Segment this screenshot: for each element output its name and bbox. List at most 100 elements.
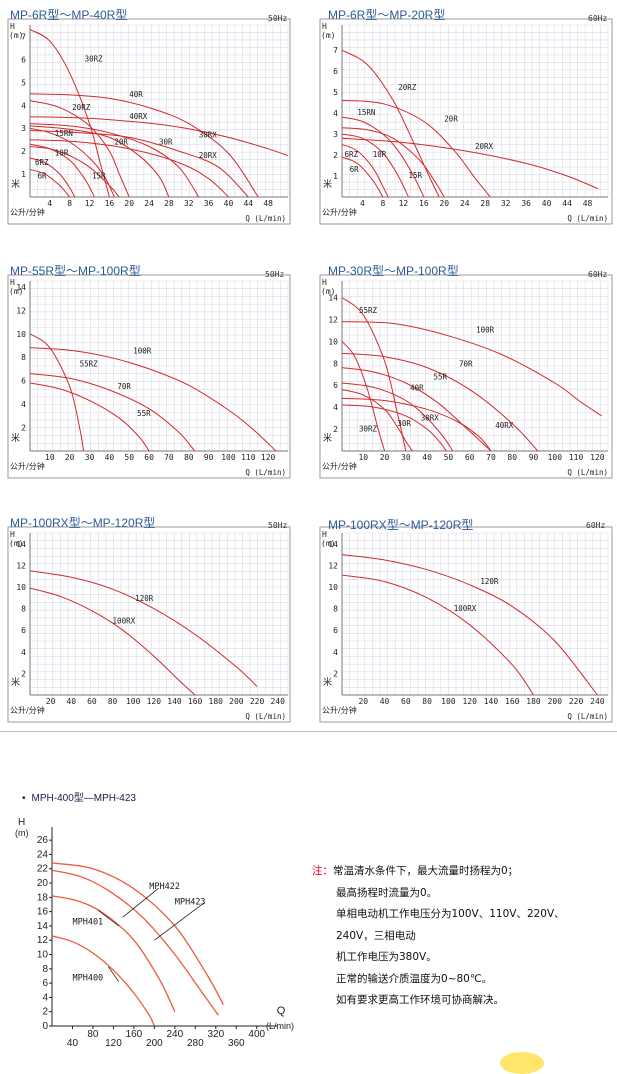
series-label: 100R xyxy=(133,347,152,356)
x-tick-label: 90 xyxy=(204,453,214,462)
x-axis-label: Q (L/min) xyxy=(245,214,286,223)
x-tick-label: 12 xyxy=(399,199,409,208)
x-tick-label: 40 xyxy=(422,453,432,462)
y-tick-label: 4 xyxy=(21,101,26,110)
x-tick-label: 240 xyxy=(167,1029,184,1040)
y-axis-unit: (m) xyxy=(9,31,23,40)
series-10r-line xyxy=(30,143,95,197)
y-axis-label: H xyxy=(10,530,15,539)
x-tick-label: 4 xyxy=(360,199,365,208)
x-tick-label: 28 xyxy=(164,199,174,208)
x-axis-unit-cn: 公升/分钟 xyxy=(10,705,45,715)
series-label: MPH401 xyxy=(72,917,103,927)
y-axis-unit: (m) xyxy=(321,31,335,40)
series-label: 55R xyxy=(434,373,448,382)
x-axis-unit-cn: 公升/分钟 xyxy=(322,207,357,217)
x-axis-label: Q (L/min) xyxy=(245,468,286,477)
x-tick-label: 24 xyxy=(460,199,470,208)
x-tick-label: 140 xyxy=(484,697,499,706)
x-tick-label: 28 xyxy=(480,199,490,208)
x-tick-label: 20 xyxy=(65,453,75,462)
series-label: 30R xyxy=(159,137,173,146)
y-axis-unit-cn: 米 xyxy=(323,676,332,688)
label-leader-line xyxy=(122,887,160,918)
decorative-sun-icon xyxy=(500,1052,544,1074)
series-label: 55R xyxy=(137,409,151,418)
x-tick-label: 320 xyxy=(207,1029,224,1040)
x-tick-label: 32 xyxy=(184,199,194,208)
x-tick-label: 80 xyxy=(87,1029,99,1040)
y-tick-label: 5 xyxy=(333,88,338,97)
y-tick-label: 1 xyxy=(333,172,338,181)
x-tick-label: 20 xyxy=(439,199,449,208)
series-label: 120R xyxy=(135,594,154,603)
x-tick-label: 280 xyxy=(187,1038,204,1049)
chart-frame xyxy=(319,18,613,225)
series-label: 55RZ xyxy=(359,306,378,315)
x-tick-label: 180 xyxy=(526,697,541,706)
y-axis-unit: (m) xyxy=(321,287,335,296)
y-tick-label: 4 xyxy=(333,648,338,657)
x-tick-label: 8 xyxy=(67,199,72,208)
x-axis-unit-cn: 公升/分钟 xyxy=(10,207,45,217)
series-30rx-line xyxy=(342,404,447,451)
y-tick-label: 20 xyxy=(37,878,49,889)
series-mph401-line xyxy=(52,895,176,1012)
series-6r-line xyxy=(342,156,384,197)
x-tick-label: 44 xyxy=(243,199,253,208)
x-axis-label: Q (L/min) xyxy=(567,712,608,721)
series-label: 10R xyxy=(55,149,69,158)
x-tick-label: 48 xyxy=(583,199,593,208)
x-tick-label: 20 xyxy=(380,453,390,462)
y-tick-label: 2 xyxy=(21,424,26,433)
x-tick-label: 200 xyxy=(548,697,563,706)
series-label: 120R xyxy=(480,577,499,586)
x-tick-label: 36 xyxy=(521,199,531,208)
series-mph400-line xyxy=(52,935,155,1026)
y-axis-unit: (m) xyxy=(9,287,23,296)
series-label: 15RN xyxy=(55,129,73,138)
notes-label: 注： xyxy=(312,865,333,877)
section-title-text: MPH-400型—MPH-423 xyxy=(31,793,136,804)
y-tick-label: 12 xyxy=(16,561,26,570)
x-tick-label: 100 xyxy=(126,697,141,706)
x-tick-label: 40 xyxy=(380,697,390,706)
y-tick-label: 8 xyxy=(21,353,26,362)
x-axis-label: Q xyxy=(277,1005,286,1017)
y-tick-label: 4 xyxy=(21,400,26,409)
chart-series xyxy=(52,862,225,1026)
y-tick-label: 14 xyxy=(37,921,49,932)
x-tick-label: 100 xyxy=(548,453,563,462)
chart-series xyxy=(342,554,598,695)
series-label: MPH400 xyxy=(72,973,103,983)
series-120r-line xyxy=(30,570,258,687)
panel-freq-6: 60Hz xyxy=(586,521,606,530)
series-20r-line xyxy=(30,125,170,197)
series-40r-line xyxy=(30,93,259,197)
x-tick-label: 90 xyxy=(529,453,539,462)
y-tick-label: 12 xyxy=(16,306,26,315)
y-axis-label: H xyxy=(10,278,15,287)
series-20rz-line xyxy=(30,100,130,197)
y-axis-unit: (m) xyxy=(15,828,29,838)
series-label: 100RX xyxy=(454,604,477,613)
x-tick-label: 8 xyxy=(381,199,386,208)
y-tick-label: 6 xyxy=(21,626,26,635)
x-tick-label: 70 xyxy=(486,453,496,462)
x-tick-label: 12 xyxy=(85,199,95,208)
series-mph423-line xyxy=(52,862,225,1005)
y-axis-unit-cn: 米 xyxy=(323,432,332,444)
series-55rz-line xyxy=(342,297,407,451)
series-label: 20RX xyxy=(199,151,218,160)
panel-title-2: MP-6R型～MP-20R型 xyxy=(328,8,446,22)
y-tick-label: 4 xyxy=(21,648,26,657)
x-tick-label: 24 xyxy=(144,199,154,208)
y-tick-label: 7 xyxy=(21,32,26,41)
x-axis-label: Q (L/min) xyxy=(245,712,286,721)
series-70r-line xyxy=(30,373,196,451)
x-axis-unit-cn: 公升/分钟 xyxy=(322,461,357,471)
series-label: 15R xyxy=(92,172,106,181)
y-tick-label: 2 xyxy=(333,151,338,160)
